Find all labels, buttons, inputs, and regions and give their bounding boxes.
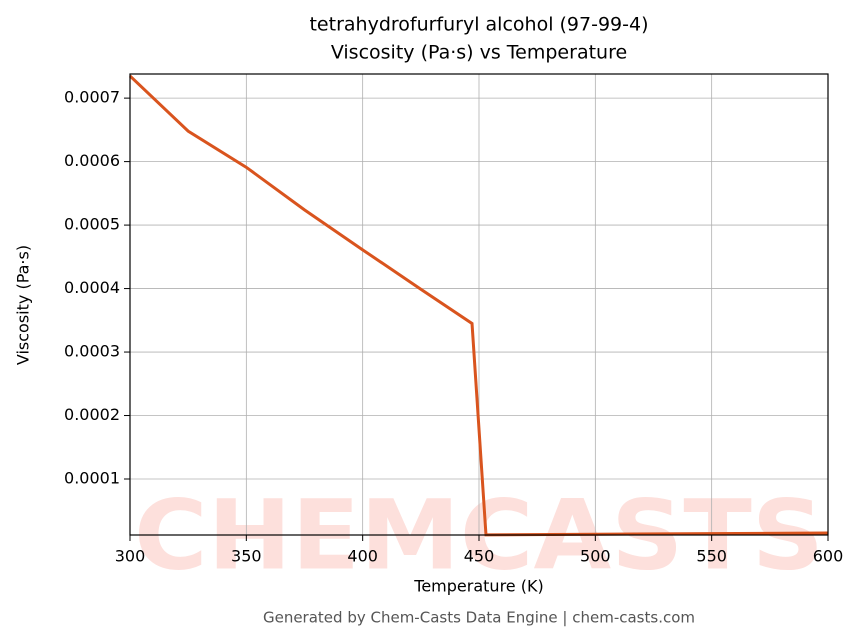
y-tick-label: 0.0006 <box>64 151 120 170</box>
x-tick-label: 550 <box>696 547 727 566</box>
y-tick-label: 0.0002 <box>64 405 120 424</box>
footer: Generated by Chem-Casts Data Engine | ch… <box>263 609 695 627</box>
chart-subtitle: Viscosity (Pa·s) vs Temperature <box>331 42 627 64</box>
x-tick-label: 350 <box>231 547 262 566</box>
y-tick-label: 0.0007 <box>64 88 120 107</box>
x-tick-label: 300 <box>115 547 146 566</box>
chart-title: tetrahydrofurfuryl alcohol (97-99-4) <box>309 14 648 36</box>
y-tick-label: 0.0004 <box>64 278 120 297</box>
y-axis-label: Viscosity (Pa·s) <box>14 245 33 365</box>
y-tick-label: 0.0005 <box>64 215 120 234</box>
y-tick-label: 0.0003 <box>64 342 120 361</box>
x-tick-label: 500 <box>580 547 611 566</box>
data-line <box>128 74 829 537</box>
plot-frame <box>129 73 829 536</box>
x-tick-label: 450 <box>464 547 495 566</box>
x-tick-label: 600 <box>813 547 844 566</box>
y-tick-label: 0.0001 <box>64 469 120 488</box>
x-tick-label: 400 <box>347 547 378 566</box>
x-axis-label: Temperature (K) <box>413 577 543 596</box>
